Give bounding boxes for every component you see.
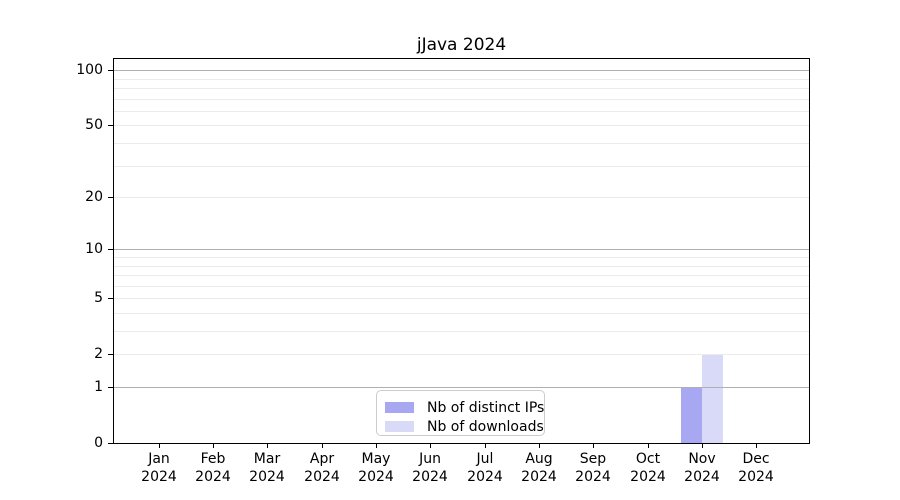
- y-tick-20: [108, 197, 113, 198]
- y-tick-label-50: 50: [85, 117, 103, 133]
- minor-gridline-y70: [114, 99, 809, 100]
- minor-gridline-y9: [114, 257, 809, 258]
- x-tick-dec: [756, 444, 757, 448]
- x-tick-jan: [159, 444, 160, 448]
- minor-gridline-y7: [114, 275, 809, 276]
- legend: Nb of distinct IPs Nb of downloads: [376, 390, 545, 436]
- plot-area: [113, 58, 810, 444]
- minor-gridline-y6: [114, 286, 809, 287]
- minor-gridline-y8: [114, 266, 809, 267]
- minor-gridline-y3: [114, 331, 809, 332]
- y-tick-label-5: 5: [94, 290, 103, 306]
- x-tick-label-aug: Aug 2024: [521, 451, 557, 485]
- legend-entry-distinct-ips: Nb of distinct IPs: [385, 398, 544, 417]
- major-gridline-y100: [114, 70, 809, 71]
- minor-gridline-y20: [114, 197, 809, 198]
- y-tick-0: [108, 443, 113, 444]
- legend-swatch-distinct-ips: [385, 402, 414, 413]
- y-tick-label-0: 0: [94, 435, 103, 451]
- bar-nb-of-distinct-ips-nov: [681, 387, 702, 443]
- x-tick-label-apr: Apr 2024: [304, 451, 340, 485]
- y-tick-label-1: 1: [94, 379, 103, 395]
- legend-label-downloads: Nb of downloads: [427, 418, 544, 435]
- y-tick-5: [108, 298, 113, 299]
- x-tick-label-jun: Jun 2024: [412, 451, 448, 485]
- x-tick-jul: [485, 444, 486, 448]
- x-tick-label-feb: Feb 2024: [195, 451, 231, 485]
- minor-gridline-y2: [114, 354, 809, 355]
- x-tick-label-dec: Dec 2024: [738, 451, 774, 485]
- minor-gridline-y5: [114, 298, 809, 299]
- minor-gridline-y90: [114, 79, 809, 80]
- y-tick-label-100: 100: [76, 62, 103, 78]
- y-tick-10: [108, 249, 113, 250]
- y-tick-label-10: 10: [85, 241, 103, 257]
- legend-entry-downloads: Nb of downloads: [385, 417, 544, 436]
- x-tick-may: [376, 444, 377, 448]
- x-tick-oct: [648, 444, 649, 448]
- major-gridline-y10: [114, 249, 809, 250]
- x-tick-label-nov: Nov 2024: [684, 451, 720, 485]
- x-tick-label-sep: Sep 2024: [575, 451, 611, 485]
- x-tick-label-may: May 2024: [358, 451, 394, 485]
- y-tick-50: [108, 125, 113, 126]
- x-tick-mar: [267, 444, 268, 448]
- minor-gridline-y30: [114, 166, 809, 167]
- x-tick-label-oct: Oct 2024: [630, 451, 666, 485]
- x-tick-label-jul: Jul 2024: [467, 451, 503, 485]
- y-tick-label-20: 20: [85, 189, 103, 205]
- chart-title: jJava 2024: [416, 35, 507, 55]
- minor-gridline-y80: [114, 88, 809, 89]
- minor-gridline-y60: [114, 111, 809, 112]
- legend-label-distinct-ips: Nb of distinct IPs: [427, 399, 545, 416]
- x-tick-label-mar: Mar 2024: [249, 451, 285, 485]
- y-tick-label-2: 2: [94, 346, 103, 362]
- y-tick-100: [108, 70, 113, 71]
- x-tick-feb: [213, 444, 214, 448]
- y-tick-2: [108, 354, 113, 355]
- y-tick-1: [108, 387, 113, 388]
- major-gridline-y1: [114, 387, 809, 388]
- x-tick-jun: [430, 444, 431, 448]
- minor-gridline-y4: [114, 313, 809, 314]
- x-tick-label-jan: Jan 2024: [141, 451, 177, 485]
- x-tick-apr: [322, 444, 323, 448]
- x-tick-sep: [593, 444, 594, 448]
- legend-swatch-downloads: [385, 421, 414, 432]
- minor-gridline-y40: [114, 143, 809, 144]
- x-tick-nov: [702, 444, 703, 448]
- x-tick-aug: [539, 444, 540, 448]
- bar-nb-of-downloads-nov: [702, 354, 723, 443]
- minor-gridline-y50: [114, 125, 809, 126]
